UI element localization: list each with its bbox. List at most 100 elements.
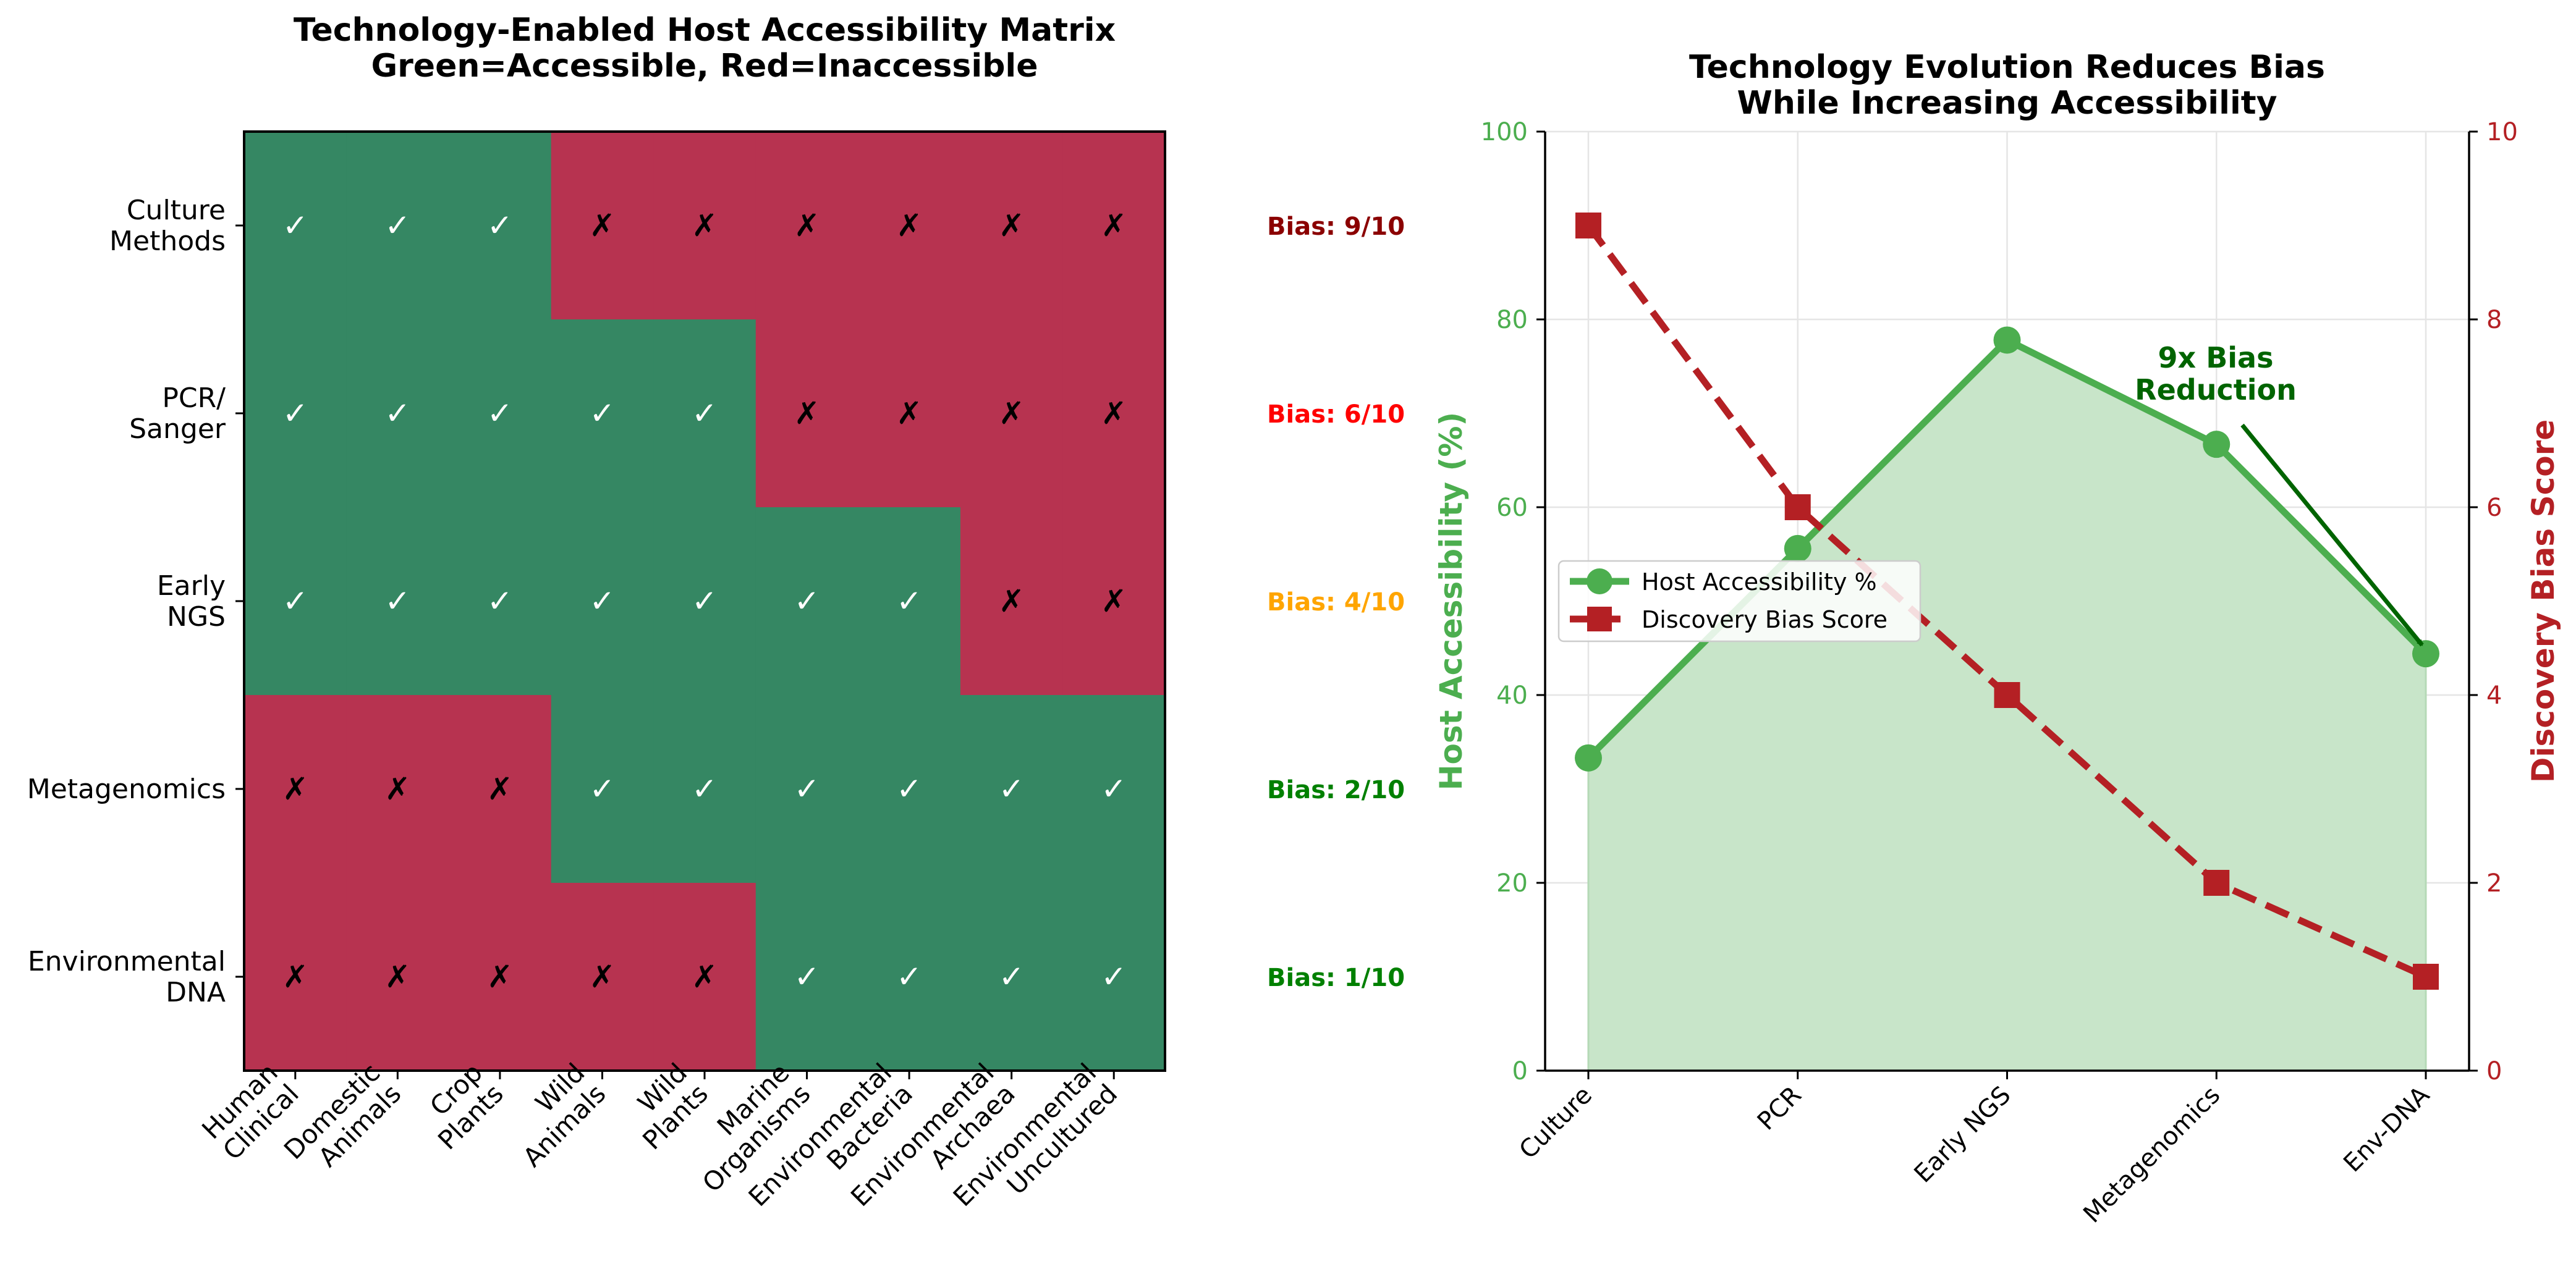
heatmap-cell [449,132,552,320]
check-mark: ✓ [487,395,513,431]
cross-mark: ✗ [384,771,410,807]
accessibility-point [1575,744,1602,772]
heatmap-cell [858,507,961,696]
column-label: DomesticAnimals [278,1057,407,1186]
x-tick-label: Metagenomics [2078,1081,2226,1229]
right-axis-title: Discovery Bias Score [2525,419,2561,783]
heatmap-cell [858,132,961,320]
cross-mark: ✗ [1101,395,1127,431]
heatmap-cell [653,883,756,1071]
row-label: PCR/Sanger [129,382,226,445]
check-mark: ✓ [896,583,922,619]
heatmap-cell [653,507,756,696]
legend: Host Accessibility % Discovery Bias Score [1557,560,1921,643]
heatmap-cell [551,507,654,696]
cross-mark: ✗ [1101,208,1127,243]
row-label: Environmental DNA [28,946,226,1008]
heatmap-cell [755,695,858,883]
bias-annotation: Bias: 4/10 [1267,588,1405,617]
left-tick-label: 80 [1496,306,1528,334]
left-tick-label: 100 [1481,118,1528,146]
cross-mark: ✗ [282,959,308,995]
check-mark: ✓ [1101,771,1127,807]
heatmap-cell [449,695,552,883]
accessibility-point [1993,326,2021,354]
right-tick-label: 0 [2486,1057,2502,1085]
left-tick-label: 60 [1496,494,1528,522]
check-mark: ✓ [384,208,410,243]
annotation-text: 9x Bias Reduction [2135,341,2297,407]
heatmap-cell [346,507,449,696]
bias-point [1994,682,2020,708]
heatmap-cell [755,883,858,1071]
cross-mark: ✗ [589,959,615,995]
check-mark: ✓ [384,583,410,619]
right-tick-label: 4 [2486,681,2502,710]
heatmap-cell [858,319,961,508]
check-mark: ✓ [384,395,410,431]
cross-mark: ✗ [1101,583,1127,619]
cross-mark: ✗ [487,771,513,807]
legend-label-accessibility: Host Accessibility % [1642,568,1877,596]
cross-mark: ✗ [896,395,922,431]
check-mark: ✓ [692,395,718,431]
heatmap-cell [551,319,654,508]
right-tick-label: 2 [2486,869,2502,898]
cross-mark: ✗ [999,208,1025,243]
heatmap-cell [755,132,858,320]
x-tick-label: Culture [1514,1081,1598,1165]
check-mark: ✓ [589,395,615,431]
bias-annotation: Bias: 9/10 [1267,213,1405,241]
check-mark: ✓ [999,959,1025,995]
heatmap-cell [1062,319,1166,508]
bias-point [1784,494,1811,520]
heatmap-cell [1062,883,1166,1071]
left-tick-label: 0 [1512,1057,1528,1085]
check-mark: ✓ [589,583,615,619]
heatmap-cell [755,507,858,696]
right-tick-label: 6 [2486,494,2502,522]
column-label: WildAnimals [496,1057,612,1173]
right-tick-label: 8 [2486,306,2502,334]
check-mark: ✓ [487,583,513,619]
heatmap-cell [960,319,1064,508]
cross-mark: ✗ [589,208,615,243]
heatmap-cell [244,132,347,320]
heatmap-cell [960,132,1064,320]
column-label: WildPlants [616,1057,714,1155]
accessibility-point [2412,640,2439,668]
heatmap-cell [551,883,654,1071]
column-label: CropPlants [411,1057,509,1155]
right-tick-label: 10 [2486,118,2518,146]
row-label: Metagenomics [27,773,226,805]
check-mark: ✓ [692,771,718,807]
heatmap-cell [346,883,449,1071]
heatmap-cell [244,319,347,508]
check-mark: ✓ [589,771,615,807]
x-tick-label: Env-DNA [2338,1081,2435,1178]
cross-mark: ✗ [384,959,410,995]
heatmap-cell [858,883,961,1071]
heatmap-title: Technology-Enabled Host Accessibility Ma… [294,12,1116,85]
heatmap-cell [244,695,347,883]
cross-mark: ✗ [692,959,718,995]
line-chart: Technology Evolution Reduces Bias While I… [1433,49,2561,1229]
cross-mark: ✗ [794,395,820,431]
heatmap-chart: Technology-Enabled Host Accessibility Ma… [27,12,1405,1212]
heatmap-cell [346,319,449,508]
cross-mark: ✗ [999,395,1025,431]
heatmap-cell [551,132,654,320]
legend-marker-bias [1587,607,1612,631]
cross-mark: ✗ [896,208,922,243]
heatmap-cell [960,883,1064,1071]
heatmap-cell [858,695,961,883]
check-mark: ✓ [282,583,308,619]
check-mark: ✓ [1101,959,1127,995]
check-mark: ✓ [794,583,820,619]
heatmap-cell [346,695,449,883]
bias-annotation: Bias: 2/10 [1267,776,1405,804]
accessibility-point [2203,431,2231,458]
cross-mark: ✗ [692,208,718,243]
line-chart-title: Technology Evolution Reduces Bias While I… [1689,49,2325,122]
